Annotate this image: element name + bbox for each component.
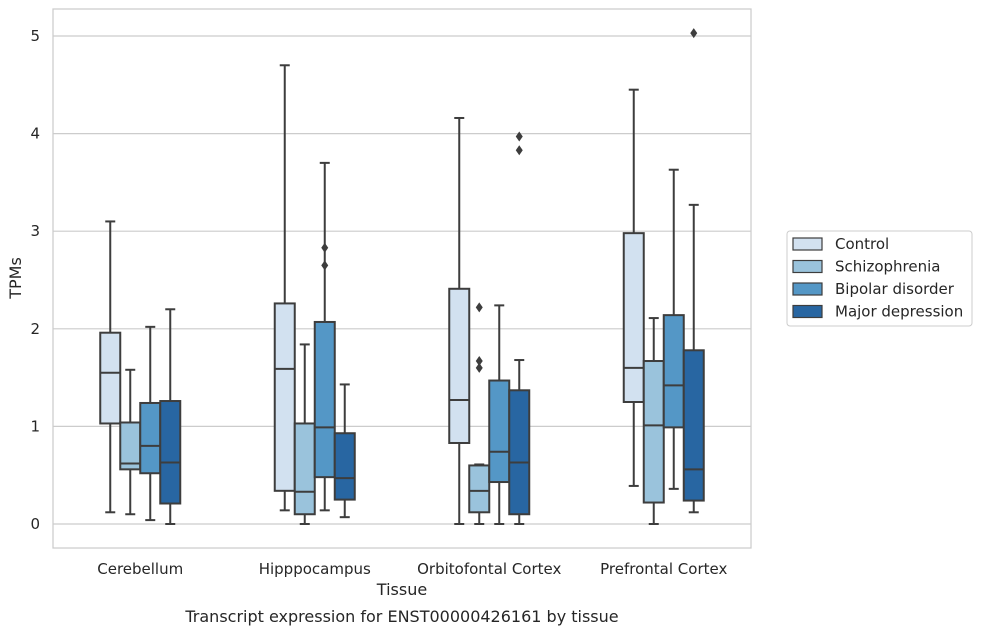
legend-label: Control <box>835 235 889 253</box>
box-body <box>662 314 685 429</box>
plot-frame <box>52 8 752 549</box>
box-body <box>293 422 316 516</box>
y-tick-labels: 0 1 2 3 4 5 <box>30 27 40 533</box>
box-control <box>99 220 122 514</box>
legend-label: Major depression <box>835 303 963 321</box>
x-tick-label: Prefrontal Cortex <box>600 560 727 578</box>
outlier-point <box>515 145 523 156</box>
box-body <box>508 389 531 516</box>
outlier-point <box>515 131 523 142</box>
box-body <box>642 360 665 504</box>
box-body <box>313 320 336 479</box>
legend-swatch <box>792 304 823 319</box>
box-body <box>448 287 471 444</box>
box-body <box>99 331 122 425</box>
outlier-point <box>690 28 698 39</box>
box-body <box>159 400 182 505</box>
box-body <box>119 421 142 471</box>
y-tick-label: 3 <box>30 222 40 240</box>
y-tick-label: 5 <box>30 27 40 45</box>
legend-swatch <box>792 259 823 274</box>
legend-label: Bipolar disorder <box>835 280 955 298</box>
box-schizophrenia <box>119 368 142 516</box>
x-tick-label: Hipppocampus <box>259 560 371 578</box>
legend: Control Schizophrenia Bipolar disorder Majo… <box>786 230 973 327</box>
box-body <box>622 232 645 403</box>
y-tick-label: 1 <box>30 417 40 435</box>
legend-label: Schizophrenia <box>835 258 940 276</box>
x-tick-label: Cerebellum <box>97 560 183 578</box>
x-axis-label: Tissue <box>376 580 427 599</box>
outlier-point <box>321 242 329 253</box>
box-major-depression <box>333 383 356 519</box>
outlier-point <box>321 260 329 271</box>
legend-frame <box>786 230 973 327</box>
box-control <box>448 116 471 525</box>
box-body <box>488 379 511 484</box>
chart-caption: Transcript expression for ENST0000042616… <box>184 607 618 626</box>
box-control <box>273 64 296 512</box>
box-bipolar-disorder <box>313 161 336 512</box>
x-tick-labels: Cerebellum Hipppocampus Orbitofontal Corte… <box>97 560 727 578</box>
legend-swatch <box>792 237 823 251</box>
y-tick-label: 0 <box>30 515 40 533</box>
y-tick-label: 2 <box>30 320 40 338</box>
box-schizophrenia <box>642 317 665 525</box>
box-schizophrenia <box>293 343 316 525</box>
box-major-depression <box>682 28 705 514</box>
box-control <box>622 88 645 487</box>
box-schizophrenia <box>468 302 491 525</box>
box-body <box>682 349 705 502</box>
box-bipolar-disorder <box>488 304 511 525</box>
y-axis-label: TPMs <box>6 257 25 300</box>
box-bipolar-disorder <box>662 168 685 490</box>
x-tick-label: Orbitofontal Cortex <box>417 560 561 578</box>
box-body <box>273 302 296 492</box>
box-layer <box>99 28 705 525</box>
outlier-point <box>475 302 483 313</box>
box-body <box>333 432 356 501</box>
box-major-depression <box>159 308 182 525</box>
legend-swatch <box>792 282 823 296</box>
y-tick-label: 4 <box>30 125 40 143</box>
outlier-point <box>475 356 483 367</box>
box-major-depression <box>508 131 531 525</box>
box-bipolar-disorder <box>139 325 162 522</box>
box-body <box>139 401 162 475</box>
box-body <box>468 464 491 514</box>
outlier-point <box>475 362 483 373</box>
